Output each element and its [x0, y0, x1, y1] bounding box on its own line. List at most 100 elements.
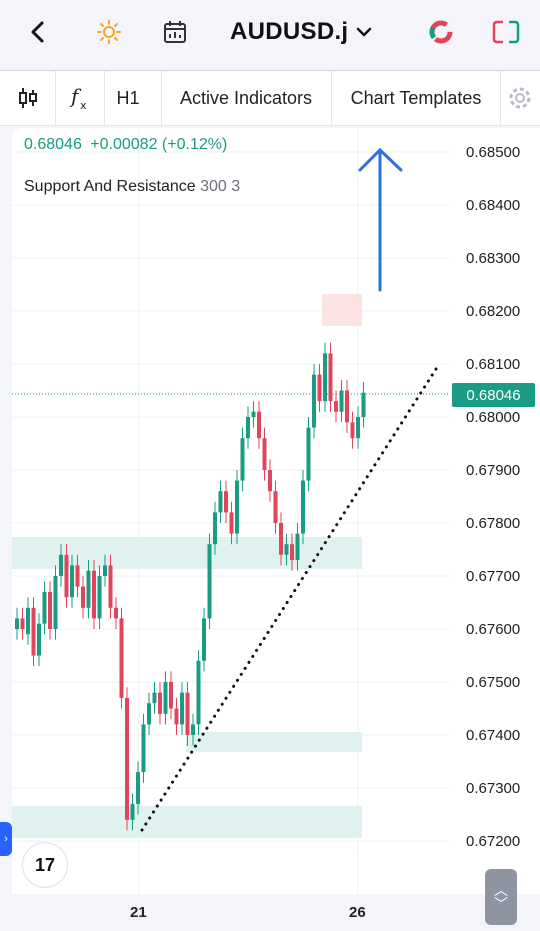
calendar-icon[interactable]: [157, 14, 193, 50]
top-bar: AUDUSD.j: [0, 0, 540, 68]
tradingview-logo[interactable]: 17: [22, 842, 68, 888]
candle-body: [152, 692, 157, 704]
candle-body: [262, 438, 267, 470]
support-zone: [186, 732, 362, 752]
symbol-selector[interactable]: AUDUSD.j: [230, 14, 372, 50]
candle-body: [339, 390, 344, 412]
price-tick: 0.67600: [466, 621, 521, 638]
candle-body: [361, 392, 366, 417]
candle-body: [356, 417, 360, 439]
support-zone: [12, 537, 362, 569]
candle-body: [235, 480, 239, 534]
candle-body: [306, 427, 311, 481]
price-tick: 0.67800: [466, 515, 521, 532]
indicator-legend[interactable]: Support And Resistance 300 3: [24, 178, 240, 196]
candle-body: [273, 491, 278, 523]
chart-templates-button[interactable]: Chart Templates: [350, 87, 482, 108]
candle-body: [92, 570, 96, 619]
candle-body: [213, 512, 217, 545]
scroll-button[interactable]: ︿ ﹀: [485, 869, 517, 925]
price-tick: 0.68500: [466, 144, 521, 161]
ring-logo-icon[interactable]: [423, 14, 459, 50]
resistance-zone: [322, 294, 362, 326]
candle-body: [312, 374, 316, 428]
candle-body: [59, 554, 63, 576]
candle-body: [130, 803, 135, 820]
current-price-badge: 0.68046: [452, 383, 535, 407]
price-tick: 0.67500: [466, 674, 521, 691]
timeframe-button[interactable]: H1: [116, 87, 140, 108]
price-tick: 0.67900: [466, 462, 521, 479]
support-zone: [12, 806, 362, 838]
candle-body: [15, 618, 19, 629]
date-tick: 26: [349, 904, 366, 921]
price-legend: 0.68046 +0.00082 (+0.12%): [24, 136, 227, 154]
candle-body: [185, 692, 190, 735]
trend-line: [140, 367, 438, 832]
candle-body: [290, 544, 294, 561]
price-tick: 0.67700: [466, 568, 521, 585]
candlestick-icon[interactable]: [0, 71, 55, 125]
candle-body: [350, 422, 355, 439]
side-panel-handle[interactable]: ›: [0, 822, 12, 856]
candle-body: [202, 618, 206, 661]
candle-body: [284, 544, 289, 555]
candle-body: [147, 703, 151, 725]
candle-body: [207, 544, 212, 619]
indicator-name: Support And Resistance: [24, 178, 196, 195]
candle-body: [119, 618, 124, 698]
active-indicators-button[interactable]: Active Indicators: [179, 87, 313, 108]
candle-body: [301, 480, 305, 534]
back-icon[interactable]: [20, 14, 56, 50]
candles: [15, 342, 366, 831]
candle-body: [64, 554, 69, 598]
svg-text:x: x: [80, 99, 87, 111]
candle-body: [251, 411, 256, 417]
candle-body: [169, 682, 173, 709]
indicator-params: 300 3: [200, 178, 241, 195]
sun-icon[interactable]: [91, 14, 127, 50]
candle-body: [268, 470, 272, 492]
candle-body: [246, 417, 250, 439]
candle-body: [334, 401, 338, 412]
candle-body: [240, 438, 245, 481]
price-tick: 0.68400: [466, 197, 521, 214]
candle-body: [20, 618, 25, 629]
candle-body: [103, 565, 107, 576]
candle-body: [158, 692, 162, 714]
logo-text: 17: [34, 854, 56, 875]
candle-body: [141, 724, 146, 773]
candle-body: [48, 591, 52, 629]
candle-body: [70, 565, 74, 598]
bracket-logo-icon[interactable]: [488, 14, 524, 50]
candle-body: [180, 692, 184, 725]
candle-body: [26, 607, 30, 635]
grid: [12, 128, 450, 894]
price-tick: 0.68300: [466, 250, 521, 267]
candle-body: [328, 353, 333, 402]
candle-body: [53, 576, 58, 629]
up-arrow: [358, 147, 403, 292]
candle-body: [345, 390, 349, 423]
price-tick: 0.67300: [466, 780, 521, 797]
chevron-up-icon: ︿: [494, 882, 508, 898]
price-tick: 0.68200: [466, 303, 521, 320]
candle-body: [42, 591, 47, 624]
gear-icon[interactable]: [505, 71, 540, 125]
candle-body: [31, 607, 36, 656]
candle-body: [136, 772, 140, 804]
candle-body: [218, 491, 223, 513]
candle-body: [279, 523, 283, 555]
date-tick: 21: [130, 904, 147, 921]
chevron-down-icon: [357, 27, 372, 37]
price-tick: 0.68000: [466, 409, 521, 426]
legend-change: +0.00082 (+0.12%): [90, 136, 228, 153]
price-tick: 0.67200: [466, 833, 521, 850]
candle-body: [75, 565, 80, 587]
candle-body: [97, 576, 102, 619]
candle-body: [317, 374, 322, 402]
candle-body: [163, 682, 168, 714]
